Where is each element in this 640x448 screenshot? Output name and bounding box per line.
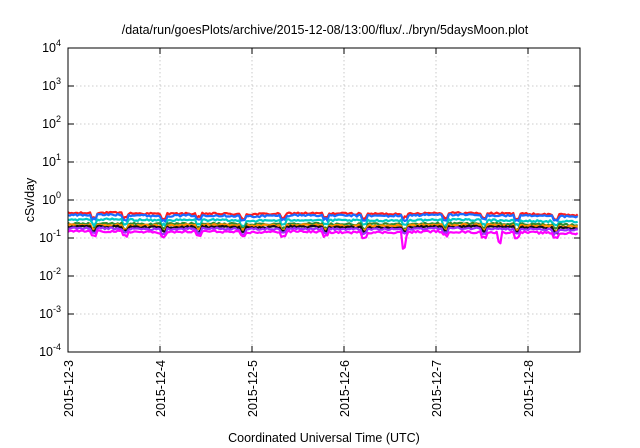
series-line xyxy=(67,217,578,228)
x-tick-label: 2015-12-8 xyxy=(522,360,536,417)
y-tick-label: 102 xyxy=(42,114,61,131)
y-axis-label: cSv/day xyxy=(23,177,37,222)
series-layer xyxy=(67,210,579,250)
y-tick-label: 104 xyxy=(42,38,61,55)
y-tick-label: 10-1 xyxy=(39,228,61,245)
series-line xyxy=(67,229,579,250)
y-tick-label: 10-2 xyxy=(39,266,61,283)
x-tick-label: 2015-12-4 xyxy=(154,360,168,417)
y-tick-label: 10-3 xyxy=(39,304,61,321)
x-tick-label: 2015-12-3 xyxy=(62,360,76,417)
x-tick-label: 2015-12-5 xyxy=(246,360,260,417)
y-tick-label: 100 xyxy=(42,190,61,207)
y-tick-label: 103 xyxy=(42,76,61,93)
grid-lines xyxy=(68,48,580,352)
chart-title: /data/run/goesPlots/archive/2015-12-08/1… xyxy=(122,23,529,37)
series-line xyxy=(67,212,579,223)
y-tick-label: 101 xyxy=(42,152,61,169)
x-tick-labels: 2015-12-3 2015-12-4 2015-12-5 2015-12-6 2015… xyxy=(62,360,536,417)
axis-ticks xyxy=(67,47,580,353)
x-tick-label: 2015-12-7 xyxy=(430,360,444,417)
x-axis-label: Coordinated Universal Time (UTC) xyxy=(228,431,420,445)
y-tick-labels: 10-4 10-3 10-2 10-1 100 101 102 103 104 xyxy=(39,38,61,359)
y-tick-label: 10-4 xyxy=(39,342,61,359)
x-tick-label: 2015-12-6 xyxy=(338,360,352,417)
series-line xyxy=(67,226,578,237)
